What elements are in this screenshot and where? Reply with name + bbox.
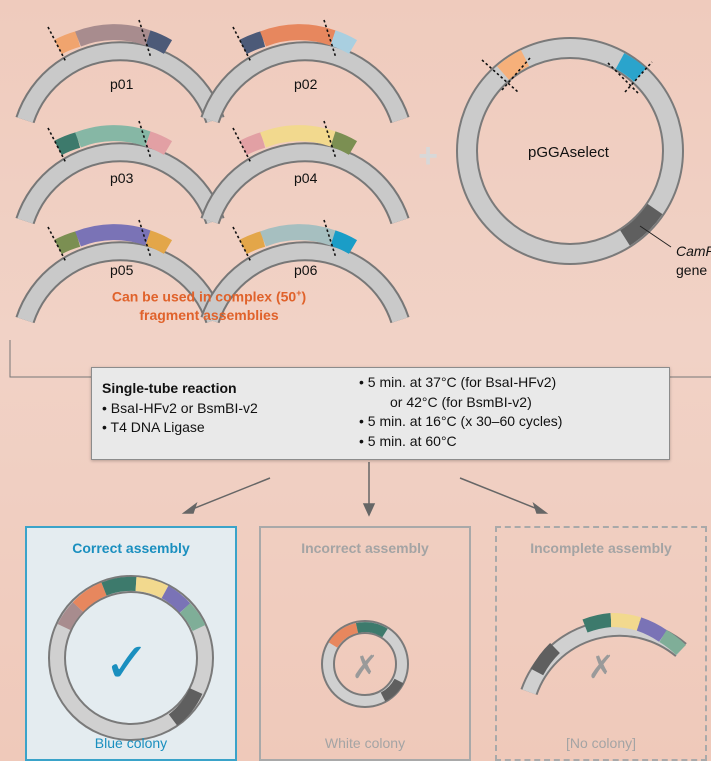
p01-overhang-right [145, 30, 173, 54]
p05-overhang-left [54, 231, 81, 255]
camr-gene-label: CamRgene [676, 243, 711, 278]
incorrect-plasmid: ✗ [321, 620, 409, 708]
outcome-result: White colony [324, 735, 406, 751]
connector-bracket [9, 340, 711, 378]
outcome-arrows [181, 462, 549, 517]
outcome-result: [No colony] [565, 735, 637, 751]
p03-overhang-right [145, 131, 173, 155]
p06-overhang-left [239, 231, 266, 255]
p05-overhang-right [145, 230, 173, 254]
enzyme-item: • T4 DNA Ligase [102, 419, 205, 435]
p04-overhang-right [330, 131, 358, 155]
outcome-result: Blue colony [94, 735, 168, 751]
outcome-title: Incorrect assembly [301, 540, 429, 556]
p02-insert [260, 24, 336, 47]
incomplete-fragment: ✗ [520, 612, 687, 696]
vector-insert-right [615, 53, 646, 82]
outcome-incorrect-panel: Incorrect assembly ✗ White colony [259, 526, 471, 761]
vector-insert-left [497, 49, 530, 80]
correct-plasmid: ✓ [48, 575, 214, 741]
outcome-correct-panel: Correct assembly ✓ Blue colony [25, 526, 237, 761]
p01-overhang-left [54, 31, 81, 55]
outcome-incomplete-panel: ✗ Incomplete assembly [No colony] [495, 526, 707, 761]
p02-overhang-right [330, 30, 358, 54]
fragment-p03 [15, 125, 225, 225]
fragment-p02 [200, 24, 410, 124]
reaction-title: Single-tube reaction [102, 380, 237, 396]
fragment-label-p06: p06 [294, 262, 318, 278]
p03-overhang-left [54, 132, 81, 156]
fragment-label-p03: p03 [110, 170, 134, 186]
p04-insert [260, 125, 336, 148]
complex-assembly-note: Can be used in complex (50+) fragment as… [111, 288, 307, 323]
reaction-step: • 5 min. at 37°C (for BsaI-HFv2) [359, 374, 557, 390]
p02-overhang-left [239, 31, 266, 55]
reaction-step: or 42°C (for BsmBI-v2) [390, 393, 532, 410]
fragment-label-p02: p02 [294, 76, 318, 92]
reaction-step: • 5 min. at 60°C [359, 432, 457, 449]
fragment-p05 [15, 224, 225, 324]
cross-icon: ✗ [588, 648, 615, 686]
cut-site-markers [47, 19, 337, 263]
camr-gene-segment [619, 203, 663, 246]
fragment-p04 [200, 125, 410, 225]
outcome-title: Correct assembly [72, 540, 190, 556]
p03-insert [75, 125, 151, 148]
outcome-title: Incomplete assembly [530, 540, 672, 556]
p01-insert [75, 24, 151, 47]
fragment-label-p01: p01 [110, 76, 134, 92]
p06-insert [260, 224, 336, 247]
enzyme-item: • BsaI-HFv2 or BsmBI-v2 [102, 399, 258, 416]
p06-overhang-right [330, 230, 358, 254]
checkmark-icon: ✓ [104, 631, 151, 696]
p04-overhang-left [239, 132, 266, 156]
vector-label: pGGAselect [528, 144, 609, 161]
fragment-label-p05: p05 [110, 262, 134, 278]
reaction-step: • 5 min. at 16°C (x 30–60 cycles) [359, 413, 563, 429]
fragment-label-p04: p04 [294, 170, 318, 186]
fragment-p06 [200, 224, 410, 324]
reaction-conditions-box: Single-tube reaction • BsaI-HFv2 or BsmB… [91, 367, 670, 460]
camr-leader-line [639, 225, 672, 248]
plus-sign: + [418, 137, 438, 175]
cross-icon: ✗ [352, 648, 379, 686]
vector-plasmid [456, 37, 684, 265]
p05-insert [75, 224, 151, 247]
